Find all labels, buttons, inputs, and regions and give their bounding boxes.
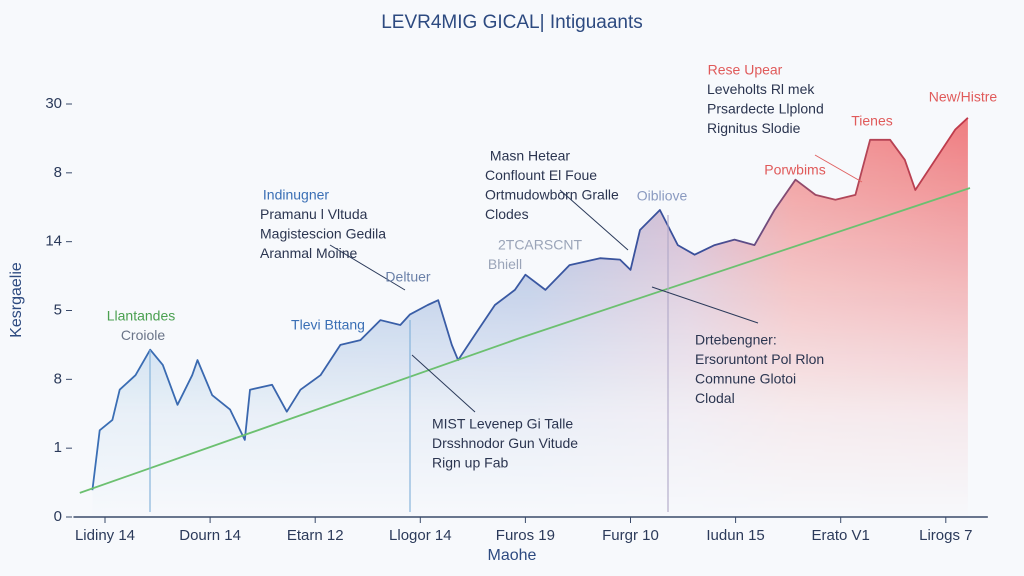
y-tick-label: 14 [45, 233, 62, 250]
annotation-text: MIST Levenep Gi Talle [432, 416, 573, 432]
annotation-text: Ortmudowborn Gralle [485, 187, 619, 203]
annotation-text: Pramanu l Vltuda [260, 206, 368, 222]
plot-area [79, 117, 971, 518]
x-tick-label: Furos 19 [496, 527, 555, 544]
trend-line [79, 187, 971, 494]
annotation-text: Rign up Fab [432, 455, 508, 471]
x-tick-label: Llogor 14 [389, 527, 452, 544]
annotation-text: Magistescion Gedila [260, 226, 386, 242]
annotation-text: Rese Upear [708, 62, 783, 78]
annotation-text: Clodal [695, 390, 735, 406]
annotation-text: Llantandes [107, 308, 176, 324]
x-axis-label: Maohe [488, 547, 537, 564]
annotation-text: Deltuer [385, 269, 430, 285]
annotation-text: New/Histre [929, 89, 998, 105]
y-tick-label: 5 [54, 301, 62, 318]
annotation-text: Porwbims [764, 162, 825, 178]
annotation-text: Tlevi Bttang [291, 317, 365, 333]
leader-line [814, 154, 863, 183]
y-tick-label: 0 [54, 508, 62, 525]
annotation-text: Clodes [485, 206, 529, 222]
y-tick-label: 1 [54, 439, 62, 456]
annotation-text: Oibliove [637, 188, 688, 204]
annotation-text: Tienes [851, 113, 893, 129]
x-tick-label: Dourn 14 [179, 527, 241, 544]
annotation-text: Bhiell [488, 256, 522, 272]
annotation-text: Drtebengner: [695, 332, 777, 348]
y-tick-label: 8 [54, 370, 62, 387]
x-tick-label: Iudun 15 [706, 527, 764, 544]
line [91, 117, 969, 491]
y-tick-label: 8 [54, 164, 62, 181]
chart-title: LEVR4MIG GICAL| Intiguaants [381, 12, 643, 33]
annotation-text: Indinugner [263, 187, 330, 203]
annotation-text: Croiole [121, 327, 166, 343]
y-axis-label: Kesrgaelie [8, 262, 25, 338]
annotation-text: Drsshnodor Gun Vitude [432, 435, 578, 451]
y-tick-label: 30 [45, 95, 62, 112]
annotation-text: Leveholts Rl mek [707, 81, 815, 97]
annotation-text: Masn Hetear [490, 148, 570, 164]
leader-line [411, 354, 476, 413]
annotation-text: Rignitus Slodie [707, 120, 801, 136]
x-tick-label: Etarn 12 [287, 527, 344, 544]
leader-line [559, 189, 629, 251]
area [92, 117, 968, 518]
annotation-text: Ersoruntont Pol Rlon [695, 351, 824, 367]
annotation-text: 2TCARSCNT [498, 237, 582, 253]
x-tick-label: Lirogs 7 [919, 527, 972, 544]
x-tick-label: Erato V1 [812, 527, 870, 544]
annotation-text: Aranmal Moiine [260, 245, 357, 261]
leader-line [329, 244, 406, 291]
annotation-text: Conflount El Foue [485, 167, 597, 183]
annotation-text: Comnune Glotoi [695, 371, 796, 387]
x-tick-label: Furgr 10 [602, 527, 659, 544]
annotation-text: Prsardecte Llplond [707, 101, 824, 117]
x-tick-label: Lidiny 14 [75, 527, 135, 544]
leader-line [651, 286, 759, 324]
